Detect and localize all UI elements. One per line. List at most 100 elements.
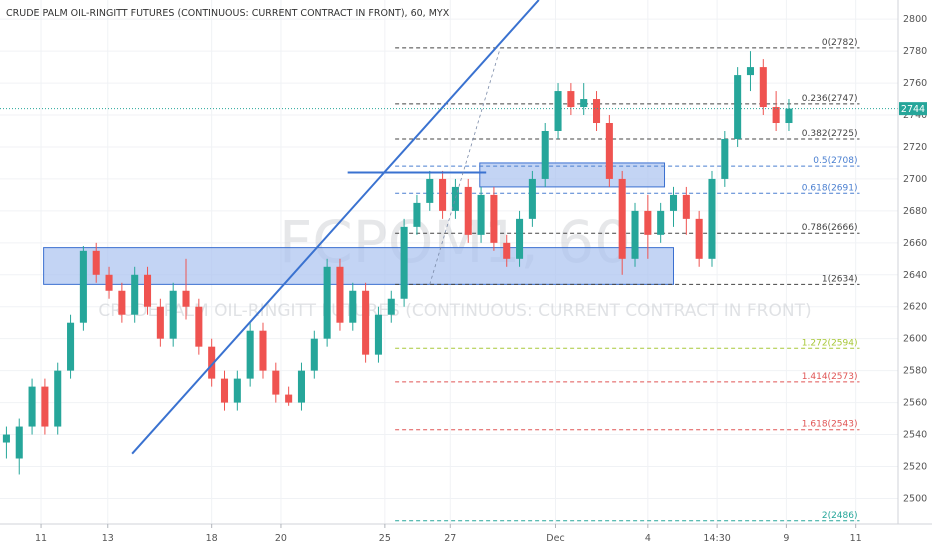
y-tick-label: 2660 [903,238,927,249]
y-tick-label: 2780 [903,46,927,57]
candle-body [682,194,690,219]
y-tick-label: 2560 [903,398,927,409]
candle-body [362,290,370,355]
y-tick-label: 2520 [903,461,927,472]
candle-body [695,218,703,259]
x-axis-panel[interactable] [0,524,932,550]
candle-body [336,266,344,323]
candle-body [28,386,36,427]
candle-body [541,131,549,179]
x-tick-label: Dec [546,533,564,544]
fib-level-label: 0.236(2747) [802,94,858,104]
candle-body [490,194,498,243]
candle-body [746,67,754,76]
last-price-badge: 2744 [899,102,927,116]
candle-body [208,346,216,379]
candle-body [567,91,575,108]
candle-body [503,242,511,259]
x-tick-label: 9 [783,533,789,544]
candle-body [721,138,729,179]
chart-title: CRUDE PALM OIL-RINGITT FUTURES (CONTINUO… [6,8,450,19]
y-axis-panel[interactable] [898,0,932,524]
candle-body [374,314,382,355]
candle-body [220,378,229,403]
candle-body [400,226,408,299]
x-tick-label: 25 [379,533,391,544]
x-tick-label: 13 [102,533,114,544]
y-tick-label: 2580 [903,366,927,377]
candle-body [169,290,177,339]
candle-body [708,178,716,259]
candle-body [759,67,767,108]
x-tick-label: 11 [35,533,47,544]
fib-level-label: 1.272(2594) [802,338,858,348]
candle-body [54,370,62,427]
support-zone [479,162,666,188]
candle-body [285,394,293,403]
candle-body [580,99,588,108]
fib-level-label: 1(2634) [822,274,858,284]
candle-body [657,210,665,235]
candle-body [259,330,267,371]
candle-body [605,123,613,179]
candle-body [131,274,139,315]
y-tick-label: 2800 [903,14,927,25]
candle-body [387,298,395,315]
x-tick-label: 18 [206,533,218,544]
candle-body [593,99,601,124]
y-tick-label: 2540 [903,430,927,441]
candle-body [67,322,75,371]
fib-level-label: 0.382(2725) [802,129,858,139]
candle-body [413,202,421,227]
candle-body [310,338,318,371]
x-tick-label: 4 [645,533,651,544]
y-tick-label: 2600 [903,334,927,345]
candle-body [246,330,254,379]
y-tick-label: 2760 [903,78,927,89]
y-tick-label: 2640 [903,270,927,281]
candle-body [233,378,241,403]
y-tick-label: 2500 [903,493,927,504]
fib-level-label: 0(2782) [822,38,858,48]
candle-body [464,186,472,235]
candle-body [439,178,447,211]
candle-body [669,194,678,211]
candle-body [297,370,305,403]
fib-level-label: 0.618(2691) [802,183,858,193]
candle-body [528,178,536,219]
y-tick-label: 2680 [903,206,927,217]
y-tick-label: 2700 [903,174,927,185]
candle-body [734,75,742,139]
y-axis-ticks: 2500 2520 2540 2560 2580 2600 2620 2640 2660 2680… [903,14,927,504]
candle-body [2,434,10,443]
x-tick-label: 27 [444,533,456,544]
x-tick-label: 20 [275,533,287,544]
trendline-layer [131,0,540,455]
fib-level-label: 2(2486) [822,511,858,521]
y-tick-label: 2740 [903,110,927,121]
candle-body [79,250,87,323]
watermark-description: CRUDE PALM OIL-RINGITT FUTURES (CONTINUO… [98,301,811,321]
candle-body [349,290,357,323]
last-price-badge-bg [899,102,927,116]
fib-level-label: 0.786(2666) [802,223,858,233]
candle-body [644,210,652,235]
candle-body [92,250,100,275]
candle-body [272,370,280,395]
fib-level-label: 0.5(2708) [813,156,857,166]
candle-body [785,108,793,124]
candle-layer [2,51,793,475]
candle-body [195,306,203,347]
candle-body [772,107,780,124]
candle-body [516,218,524,259]
x-axis-ticks: 11 13 18 20 25 27 Dec 4 14:30 9 11 [35,524,862,544]
x-tick-label: 11 [850,533,862,544]
candle-body [426,178,434,203]
candle-body [618,178,626,259]
candle-body [15,426,23,459]
trendline [131,0,540,455]
candle-body [554,91,562,131]
candle-body [323,266,331,339]
